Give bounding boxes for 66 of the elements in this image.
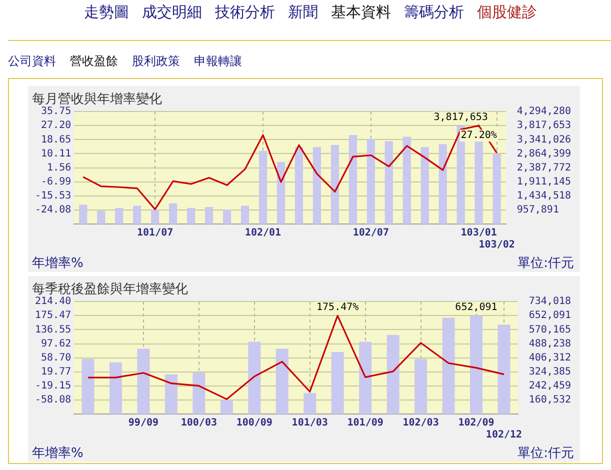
y2-tick-label: 652,091 <box>528 310 572 322</box>
x-tick-label: 101/03 <box>292 418 328 429</box>
text: 申報轉讓 <box>194 53 242 70</box>
x-tick-label: 102/12 <box>486 430 522 441</box>
y2-tick-label: 324,385 <box>528 366 572 378</box>
text: 走勢圖 <box>84 3 129 22</box>
y-tick-label: -58.08 <box>35 394 72 406</box>
y2-tick-label: 2,864,399 <box>516 148 572 160</box>
x-tick-label: 100/09 <box>236 418 272 429</box>
data-label: 175.47% <box>316 302 359 314</box>
text: 成交明細 <box>142 3 202 22</box>
x-tick-label: 102/09 <box>458 418 494 429</box>
data-label: 27.20% <box>460 130 497 142</box>
data-label: 652,091 <box>455 302 498 314</box>
y2-tick-label: 2,387,772 <box>516 162 572 174</box>
x-tick-label: 99/09 <box>128 418 159 429</box>
x-tick-label: 103/01 <box>460 228 497 239</box>
y2-tick-label: 570,165 <box>528 324 572 336</box>
text: 技術分析 <box>215 3 275 22</box>
x-tick-label: 102/03 <box>402 418 439 429</box>
chart-title: 每季稅後盈餘與年增率變化 <box>32 281 188 298</box>
y2-tick-label: 406,312 <box>528 352 572 364</box>
text: 公司資料 <box>8 53 56 70</box>
y-tick-label: 136.55 <box>35 324 72 336</box>
y-tick-label: 18.65 <box>41 134 72 146</box>
x-tick-label: 102/01 <box>244 228 282 239</box>
y-tick-label: 1.56 <box>47 162 72 174</box>
text: 籌碼分析 <box>404 3 464 22</box>
y2-axis-title: 單位:仟元 <box>518 255 574 272</box>
y-tick-label: -6.99 <box>41 176 72 188</box>
y-tick-label: 175.47 <box>35 310 72 322</box>
y-tick-label: -24.08 <box>35 204 72 216</box>
y-axis-title: 年增率% <box>32 445 84 462</box>
y-tick-label: -19.15 <box>35 380 72 392</box>
chart-title: 每月營收與年增率變化 <box>32 91 162 108</box>
x-tick-label: 103/02 <box>478 240 515 251</box>
y2-tick-label: 3,817,653 <box>516 120 572 132</box>
y-axis-title: 年增率% <box>32 255 84 272</box>
y2-tick-label: 160,532 <box>528 394 572 406</box>
x-tick-label: 101/09 <box>347 418 384 429</box>
text: 營收盈餘 <box>70 53 118 70</box>
text: 個股健診 <box>477 3 537 22</box>
data-label: 3,817,653 <box>434 112 488 124</box>
y2-tick-label: 242,459 <box>528 380 572 392</box>
y2-tick-label: 3,341,026 <box>516 134 572 146</box>
text: 股利政策 <box>132 53 180 70</box>
text: 基本資料 <box>331 3 391 22</box>
y2-tick-label: 957,891 <box>516 204 559 216</box>
y-tick-label: 35.75 <box>41 106 72 118</box>
text: 新聞 <box>288 3 318 22</box>
y-tick-label: -15.53 <box>35 190 72 202</box>
y-tick-label: 214.40 <box>35 296 72 308</box>
x-tick-label: 100/03 <box>180 418 217 429</box>
y2-tick-label: 734,018 <box>528 296 572 308</box>
y2-tick-label: 488,238 <box>528 338 572 350</box>
y-tick-label: 58.70 <box>41 352 72 364</box>
y2-tick-label: 1,911,145 <box>516 176 572 188</box>
y2-tick-label: 1,434,518 <box>516 190 572 202</box>
y2-tick-label: 4,294,280 <box>516 106 572 118</box>
x-tick-label: 101/07 <box>137 228 174 239</box>
x-tick-label: 102/07 <box>352 228 389 239</box>
y-tick-label: 97.62 <box>41 338 72 350</box>
y2-axis-title: 單位:仟元 <box>518 445 574 462</box>
y-tick-label: 10.11 <box>41 148 72 160</box>
y-tick-label: 27.20 <box>41 120 72 132</box>
y-tick-label: 19.77 <box>41 366 72 378</box>
